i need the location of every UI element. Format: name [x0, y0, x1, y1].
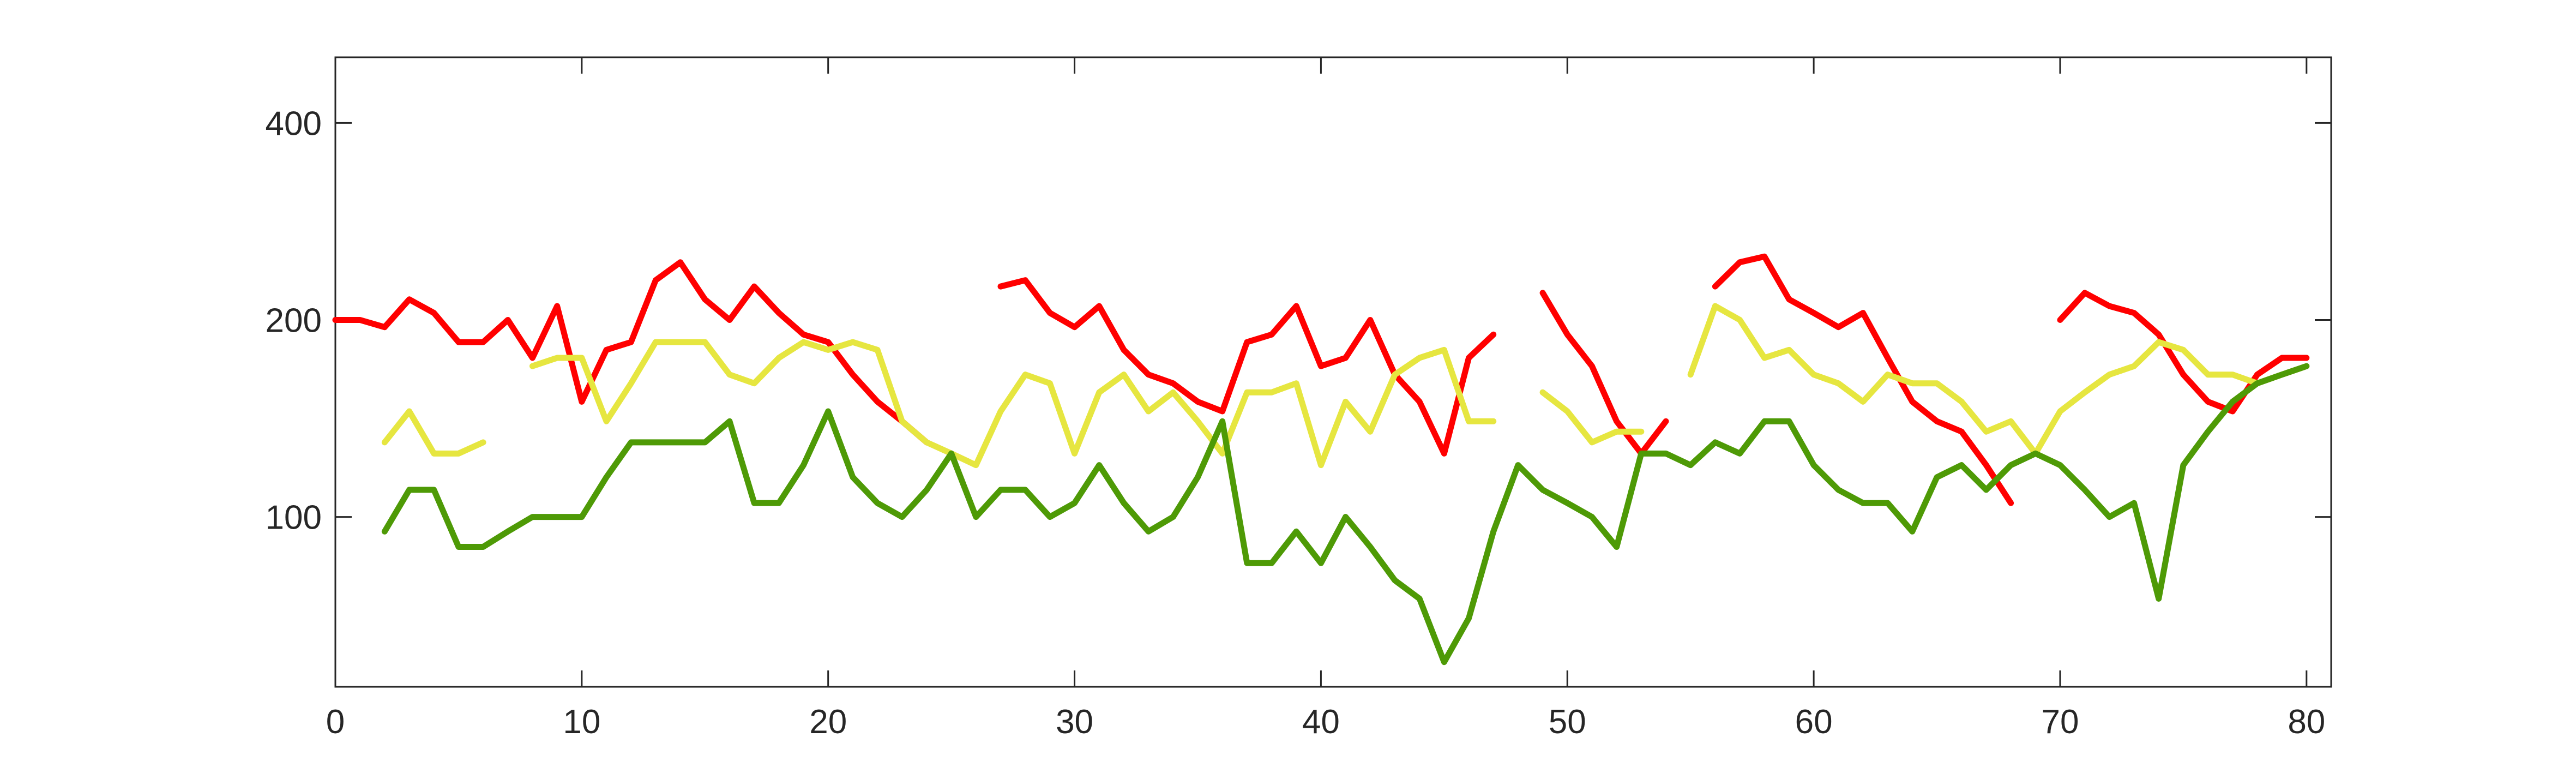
x-tick-label: 70 — [2041, 703, 2079, 741]
series-line — [381, 363, 2310, 666]
x-tick-label: 30 — [1056, 703, 1093, 741]
y-tick-label: 400 — [266, 105, 322, 142]
y-tick-label: 200 — [266, 302, 322, 339]
x-tick-label: 40 — [1302, 703, 1340, 741]
x-tick-label: 60 — [1795, 703, 1833, 741]
plot-frame — [334, 56, 2332, 688]
x-tick-label: 80 — [2288, 703, 2325, 741]
x-tick-label: 50 — [1549, 703, 1586, 741]
x-tick-label: 10 — [563, 703, 600, 741]
series-line — [381, 303, 2310, 469]
x-tick-label: 20 — [809, 703, 847, 741]
series-line — [332, 253, 2310, 506]
x-tick-label: 0 — [326, 703, 345, 741]
y-tick-label: 100 — [266, 499, 322, 537]
